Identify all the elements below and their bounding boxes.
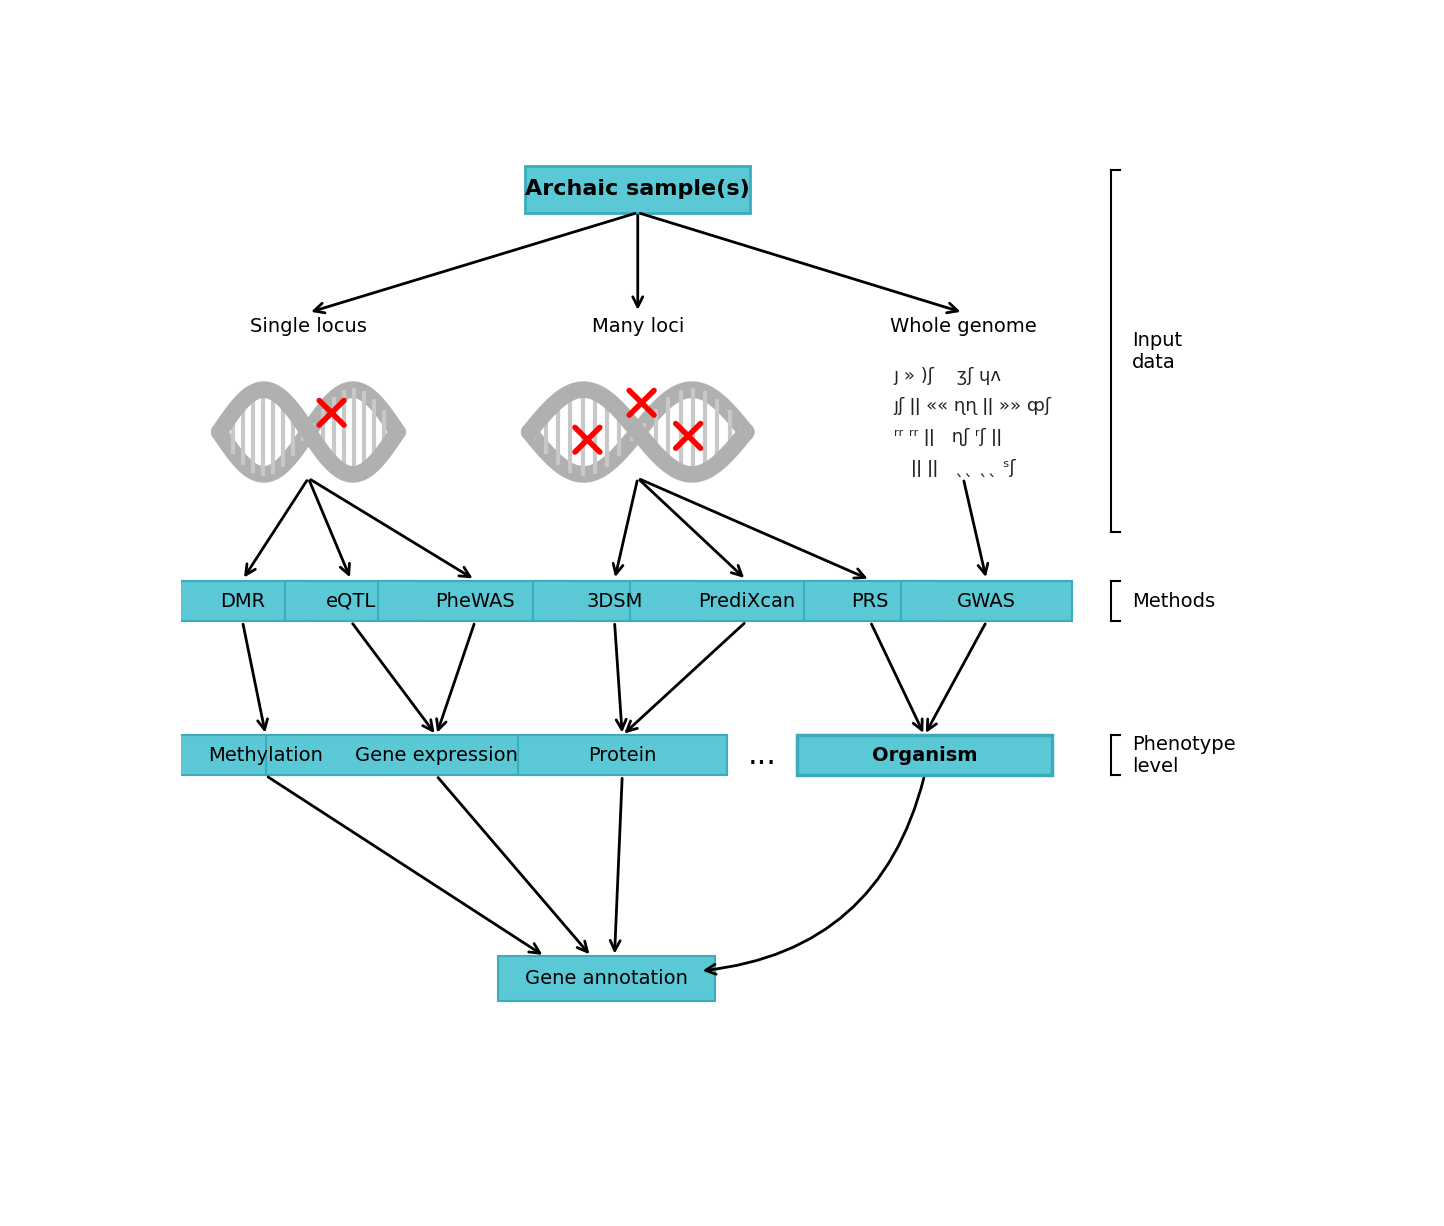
FancyBboxPatch shape	[630, 581, 862, 622]
Text: Phenotype
level: Phenotype level	[1132, 734, 1236, 776]
Text: ǀǀ ǀǀ   ˎˎ ˎˎ ˢʃ: ǀǀ ǀǀ ˎˎ ˎˎ ˢʃ	[894, 459, 1015, 477]
FancyBboxPatch shape	[901, 581, 1071, 622]
Text: 3DSM: 3DSM	[586, 592, 643, 611]
Text: Input
data: Input data	[1132, 331, 1183, 371]
FancyBboxPatch shape	[517, 736, 726, 775]
Text: GWAS: GWAS	[957, 592, 1017, 611]
FancyBboxPatch shape	[533, 581, 696, 622]
FancyBboxPatch shape	[176, 581, 309, 622]
Text: Methylation: Methylation	[208, 745, 323, 765]
FancyBboxPatch shape	[804, 581, 936, 622]
Text: Many loci: Many loci	[592, 316, 684, 336]
Text: PrediXcan: PrediXcan	[697, 592, 794, 611]
FancyBboxPatch shape	[284, 581, 417, 622]
FancyBboxPatch shape	[378, 581, 572, 622]
Text: Single locus: Single locus	[250, 316, 367, 336]
Text: ʳʳ ʳʳ ǀǀ   ɳʃ ʳʃ ǀǀ: ʳʳ ʳʳ ǀǀ ɳʃ ʳʃ ǀǀ	[894, 428, 1001, 446]
Text: ...: ...	[748, 741, 777, 770]
FancyBboxPatch shape	[137, 736, 394, 775]
Text: eQTL: eQTL	[326, 592, 375, 611]
FancyBboxPatch shape	[266, 736, 606, 775]
FancyBboxPatch shape	[498, 956, 715, 1002]
Text: DMR: DMR	[219, 592, 266, 611]
Text: Gene annotation: Gene annotation	[526, 970, 689, 988]
Text: Whole genome: Whole genome	[890, 316, 1037, 336]
FancyBboxPatch shape	[797, 736, 1053, 775]
Text: Protein: Protein	[588, 745, 657, 765]
Text: Gene expression: Gene expression	[355, 745, 518, 765]
Text: Organism: Organism	[872, 745, 978, 765]
Text: ȷʃ ǀǀ «« ɳɳ ǀǀ »» ȹʃ: ȷʃ ǀǀ «« ɳɳ ǀǀ »» ȹʃ	[894, 397, 1051, 416]
Text: ȷ » )ʃ    ʒʃ ɥʌ: ȷ » )ʃ ʒʃ ɥʌ	[894, 367, 1002, 385]
Text: Methods: Methods	[1132, 592, 1216, 611]
FancyBboxPatch shape	[526, 167, 749, 212]
Text: PheWAS: PheWAS	[435, 592, 516, 611]
Text: PRS: PRS	[852, 592, 890, 611]
Text: Archaic sample(s): Archaic sample(s)	[526, 179, 749, 200]
